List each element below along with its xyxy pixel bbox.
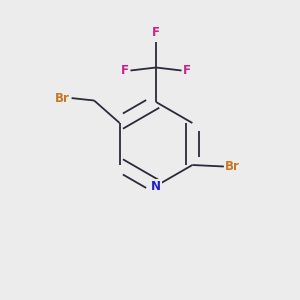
Text: F: F [121, 64, 129, 77]
Text: N: N [151, 179, 161, 193]
Text: F: F [152, 26, 160, 39]
Text: F: F [183, 64, 191, 77]
Text: Br: Br [225, 160, 240, 173]
Text: Br: Br [55, 92, 70, 105]
